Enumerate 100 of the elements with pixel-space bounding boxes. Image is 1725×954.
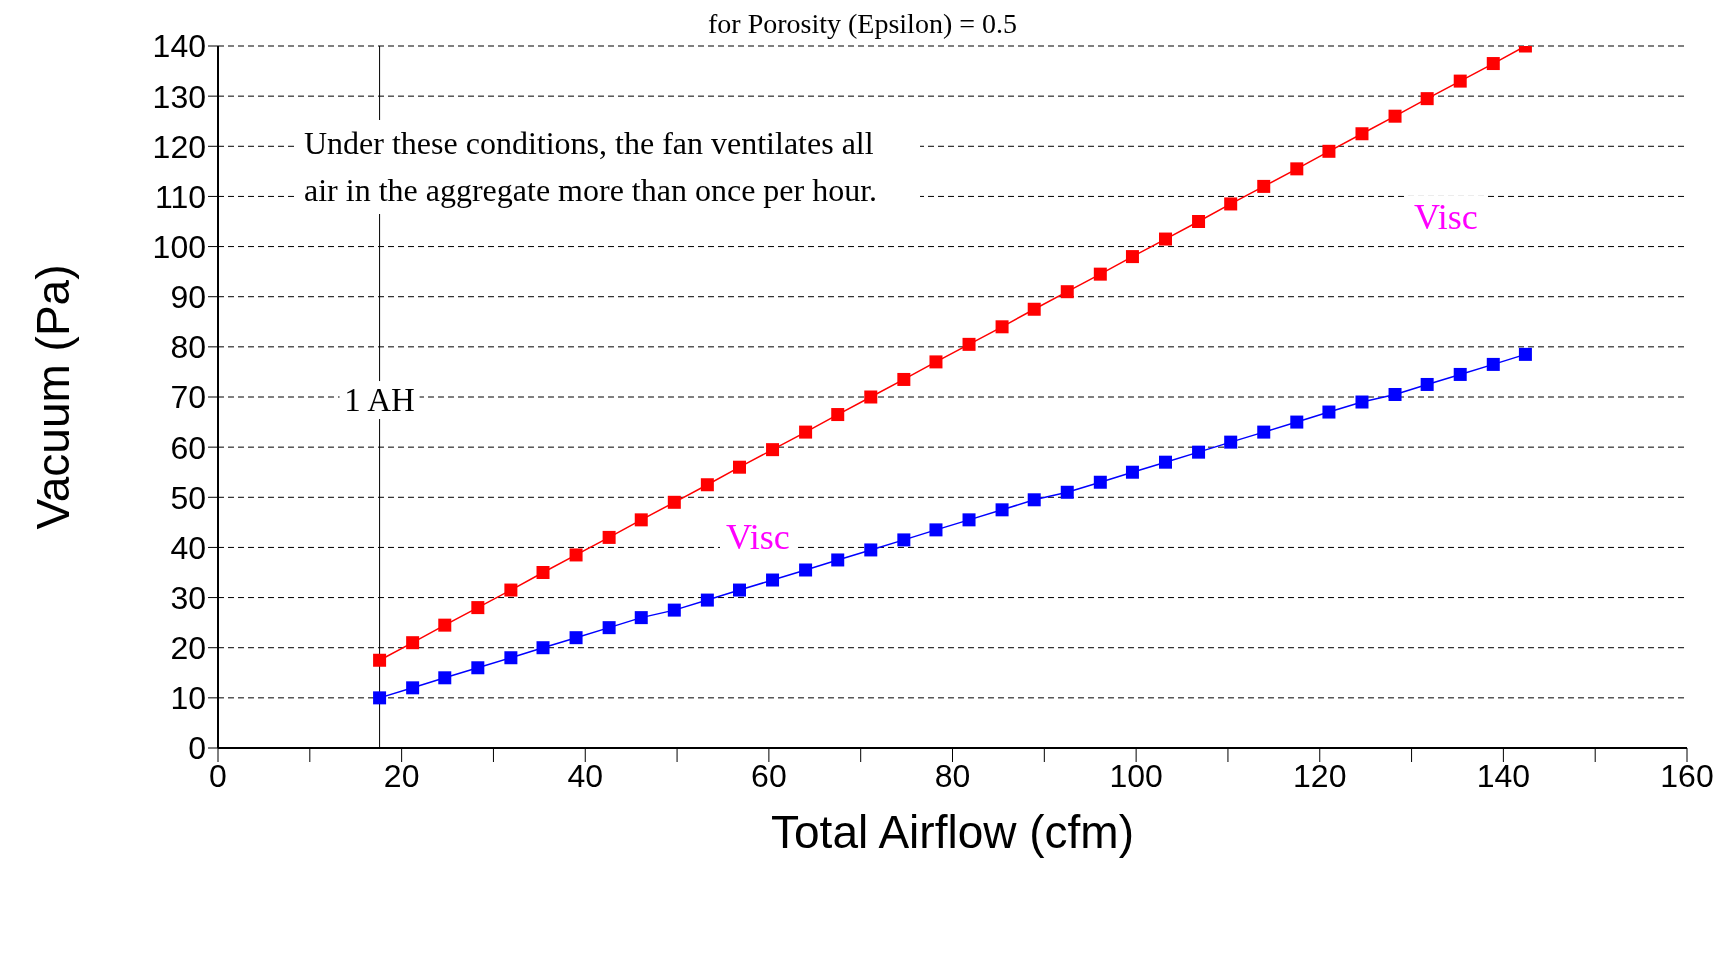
- y-axis-title: Vacuum (Pa): [27, 264, 80, 530]
- point: [1060, 485, 1074, 499]
- point: [700, 593, 714, 607]
- point: [1420, 92, 1434, 106]
- point: [864, 390, 878, 404]
- point: [831, 553, 845, 567]
- point: [1192, 215, 1206, 228]
- chart-title: for Porosity (Epsilon) = 0.5: [708, 8, 1017, 39]
- point: [406, 636, 420, 650]
- x-tick-label: 100: [1109, 757, 1163, 794]
- point: [471, 661, 485, 675]
- point: [667, 495, 681, 509]
- point: [602, 621, 616, 635]
- point: [1486, 357, 1500, 371]
- y-tick-label: 80: [170, 329, 206, 366]
- point: [1290, 162, 1304, 176]
- y-tick-label: 130: [152, 78, 206, 115]
- point: [1322, 405, 1336, 419]
- point: [373, 653, 387, 667]
- point: [929, 523, 943, 537]
- point: [962, 513, 976, 527]
- point: [733, 460, 746, 474]
- point: [962, 337, 976, 351]
- point: [1093, 475, 1107, 489]
- point: [1093, 267, 1107, 281]
- point: [1224, 435, 1238, 449]
- point: [634, 513, 648, 527]
- x-tick-label: 120: [1293, 757, 1347, 794]
- point: [1125, 465, 1139, 479]
- y-tick-label: 60: [170, 429, 206, 466]
- point: [1257, 425, 1271, 439]
- point: [504, 583, 518, 597]
- point: [799, 425, 813, 439]
- point: [504, 651, 518, 665]
- x-tick-label: 40: [567, 757, 604, 794]
- y-tick-label: 100: [152, 228, 206, 265]
- y-tick-label: 30: [170, 579, 206, 616]
- point: [1486, 57, 1500, 71]
- point: [1290, 415, 1304, 429]
- point: [897, 533, 911, 547]
- point: [1159, 232, 1173, 246]
- point: [569, 631, 583, 645]
- point: [667, 603, 681, 617]
- point: [1388, 109, 1402, 123]
- point: [406, 681, 420, 695]
- point: [831, 408, 845, 422]
- ref-line-label: 1 AH: [344, 382, 415, 419]
- point: [766, 443, 780, 457]
- point: [1224, 197, 1238, 211]
- x-axis-title: Total Airflow (cfm): [771, 806, 1134, 858]
- point: [995, 320, 1009, 334]
- x-tick-label: 160: [1660, 757, 1714, 794]
- point: [1453, 74, 1467, 88]
- point: [1388, 387, 1402, 401]
- point: [995, 503, 1009, 517]
- point: [799, 563, 813, 577]
- y-tick-label: 120: [152, 128, 206, 165]
- point: [569, 548, 583, 562]
- point: [1453, 367, 1467, 381]
- point: [1257, 179, 1271, 193]
- point: [897, 372, 911, 386]
- point: [602, 530, 616, 544]
- point: [733, 583, 746, 597]
- y-tick-label: 20: [170, 630, 206, 667]
- point: [1192, 445, 1206, 459]
- x-tick-label: 20: [383, 757, 420, 794]
- point: [1159, 455, 1173, 469]
- point: [766, 573, 780, 587]
- y-tick-label: 0: [188, 730, 206, 767]
- y-tick-label: 140: [152, 28, 206, 65]
- point: [1518, 347, 1532, 361]
- point: [864, 543, 878, 557]
- point: [1322, 144, 1336, 158]
- y-tick-label: 40: [170, 529, 206, 566]
- x-tick-label: 140: [1476, 757, 1531, 794]
- y-tick-label: 110: [154, 178, 206, 215]
- point: [634, 611, 648, 625]
- annotation: Visc: [1408, 196, 1484, 238]
- annotation: Visc: [720, 516, 796, 558]
- y-tick-label: 70: [170, 379, 206, 416]
- x-tick-label: 60: [751, 757, 787, 794]
- point: [373, 691, 387, 705]
- y-tick-label: 50: [170, 479, 206, 516]
- point: [438, 671, 452, 685]
- annotation: Under these conditions, the fan ventilates all air in the aggregate more than once per hour.: [298, 120, 920, 214]
- point: [1125, 250, 1139, 264]
- point: [536, 641, 550, 655]
- point: [1027, 302, 1041, 316]
- point: [1027, 493, 1041, 507]
- y-tick-label: 10: [170, 680, 206, 717]
- point: [1355, 395, 1369, 409]
- y-tick-label: 90: [170, 279, 206, 316]
- point: [700, 478, 714, 492]
- x-tick-label: 80: [934, 757, 971, 794]
- point: [536, 566, 550, 579]
- point: [1060, 285, 1074, 299]
- point: [1420, 377, 1434, 391]
- point: [471, 601, 485, 615]
- point: [929, 355, 943, 369]
- point: [438, 618, 452, 632]
